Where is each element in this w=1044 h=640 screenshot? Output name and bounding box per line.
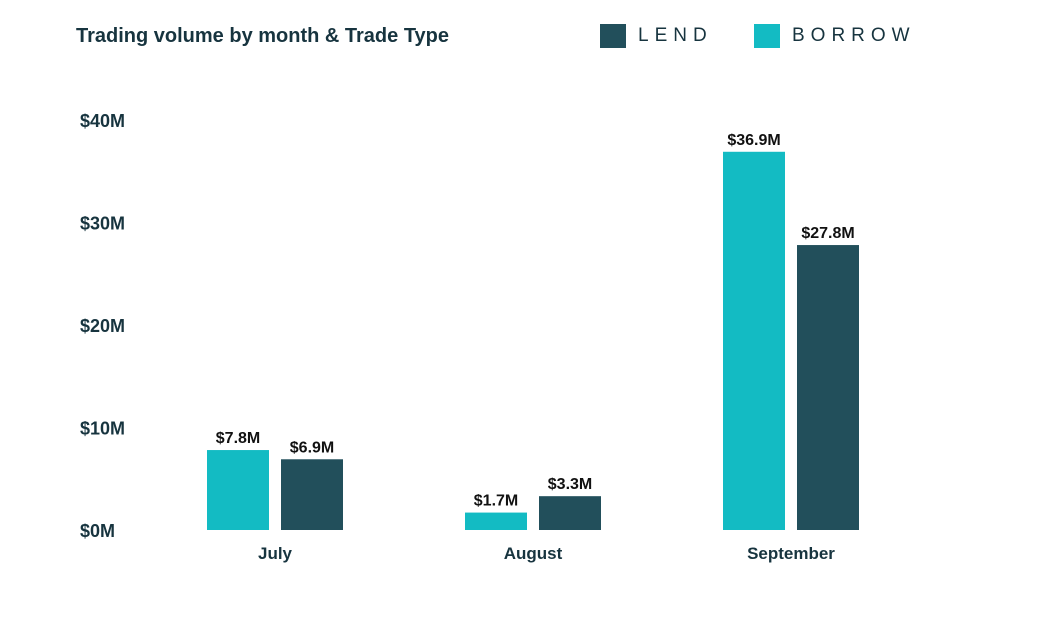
bar-lend-july	[281, 459, 343, 530]
x-tick-label: August	[504, 544, 563, 563]
legend: LEND BORROW	[0, 24, 1044, 50]
data-label: $36.9M	[727, 132, 780, 149]
x-tick-label: July	[258, 544, 293, 563]
legend-item-borrow: BORROW	[754, 24, 916, 48]
y-tick-label: $20M	[80, 316, 125, 336]
bar-lend-august	[539, 496, 601, 530]
bar-borrow-september	[723, 151, 785, 530]
legend-item-lend: LEND	[600, 24, 713, 48]
y-tick-label: $10M	[80, 419, 125, 439]
legend-label-lend: LEND	[638, 25, 713, 46]
data-label: $1.7M	[474, 493, 518, 510]
bar-borrow-july	[207, 450, 269, 530]
data-label: $6.9M	[290, 439, 334, 456]
data-label: $7.8M	[216, 430, 260, 447]
legend-swatch-lend	[600, 24, 626, 48]
y-axis: $0M $10M $20M $30M $40M	[80, 111, 125, 541]
data-label: $3.3M	[548, 476, 592, 493]
legend-swatch-borrow	[754, 24, 780, 48]
y-tick-label: $40M	[80, 111, 125, 131]
chart-title: Trading volume by month & Trade Type	[76, 25, 450, 47]
legend-label-borrow: BORROW	[792, 25, 916, 46]
data-label: $27.8M	[801, 225, 854, 242]
y-tick-label: $0M	[80, 521, 115, 541]
bars: $7.8M $6.9M $1.7M $3.3M $36.9M $27.8M	[207, 132, 859, 531]
bar-lend-september	[797, 245, 859, 531]
x-tick-label: September	[747, 544, 835, 563]
y-tick-label: $30M	[80, 214, 125, 234]
x-axis: July August September	[258, 544, 835, 563]
bar-borrow-august	[465, 512, 527, 530]
